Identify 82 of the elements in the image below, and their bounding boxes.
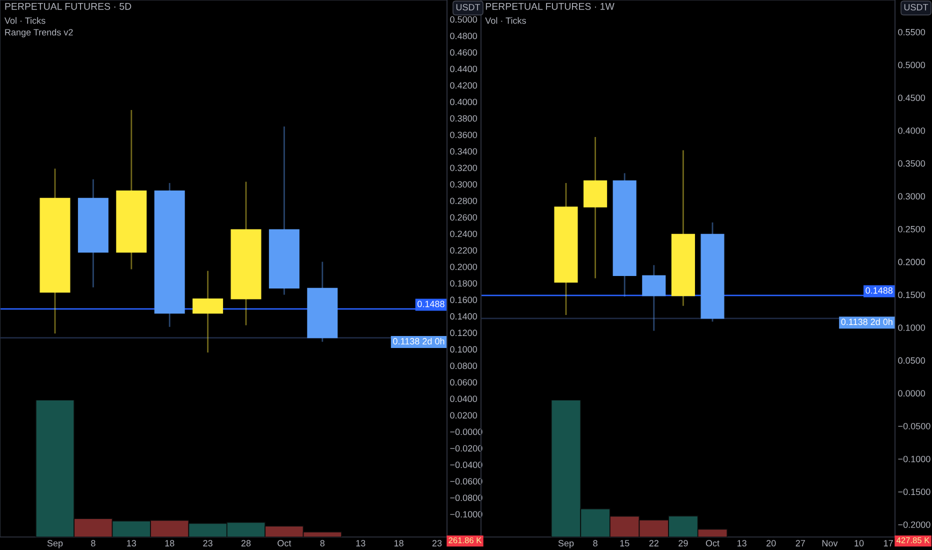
y-tick-label: 0.1800 <box>450 280 478 287</box>
ref-line-label: 0.1138 2d 0h <box>393 338 444 344</box>
x-tick-label: 29 <box>678 540 688 546</box>
y-tick-label: 0.2400 <box>450 230 478 238</box>
x-tick-label: 18 <box>394 540 404 546</box>
y-tick-label: 0.3500 <box>898 160 926 167</box>
y-tick-label: 0.4200 <box>450 82 478 89</box>
x-tick-label: 18 <box>165 540 174 546</box>
text: Vol · Ticks Range Trends v2 <box>4 17 73 38</box>
y-tick-label: 0.0600 <box>450 379 478 386</box>
y-tick-label: 0.3400 <box>450 148 478 155</box>
y-tick-label: 0.3600 <box>450 132 478 138</box>
chart-title: PERPETUAL FUTURES · 1W <box>486 2 614 10</box>
x-tick-label: 8 <box>593 540 598 546</box>
y-tick-label: 0.2000 <box>450 264 478 270</box>
y-tick-label: 0.2800 <box>450 198 478 204</box>
x-tick-label: 28 <box>241 540 251 546</box>
y-tick-label: 0.0400 <box>450 396 478 402</box>
text: 427.85 K <box>896 537 930 544</box>
ref-line-label: 0.1488 <box>866 287 893 294</box>
chart-title: PERPETUAL FUTURES · 5D <box>5 2 132 10</box>
y-tick-label: 0.0200 <box>450 412 478 419</box>
y-tick-label: 0.3000 <box>450 181 478 188</box>
y-tick-label: −0.0200 <box>450 445 482 452</box>
y-tick-label: 0.4800 <box>450 32 478 40</box>
x-tick-label: Oct <box>706 540 720 546</box>
y-tick-label: 0.0500 <box>898 357 926 364</box>
y-tick-label: 0.4000 <box>898 127 926 134</box>
y-tick-label: −0.1500 <box>898 488 930 496</box>
y-tick-label: 0.0000 <box>898 390 926 397</box>
y-tick-label: −0.0600 <box>450 478 482 485</box>
ref-line-label: 0.1138 2d 0h <box>841 318 892 326</box>
x-tick-label: Oct <box>278 540 292 546</box>
x-tick-label: Nov <box>822 540 838 546</box>
y-tick-label: 0.4500 <box>898 94 926 102</box>
y-tick-label: −0.0000 <box>450 428 482 436</box>
y-tick-label: 0.4400 <box>450 66 478 72</box>
x-tick-label: 23 <box>203 540 212 546</box>
ref-line-label: 0.1488 <box>418 300 444 308</box>
y-tick-label: 0.2600 <box>450 214 478 221</box>
y-tick-label: 0.2500 <box>898 226 926 232</box>
y-tick-label: 0.1000 <box>898 324 926 331</box>
text: USDT <box>904 4 928 10</box>
text: Vol · Ticks <box>485 17 526 24</box>
y-tick-label: 0.4000 <box>450 98 478 106</box>
y-tick-label: 0.1400 <box>450 313 478 320</box>
text: 261.86 K <box>448 537 482 544</box>
y-tick-label: −0.0400 <box>450 462 482 468</box>
x-tick-label: 27 <box>796 540 805 546</box>
y-tick-label: 0.1600 <box>450 296 478 304</box>
x-tick-label: 23 <box>432 540 442 546</box>
y-tick-label: 0.2000 <box>898 258 926 266</box>
y-tick-label: 0.1500 <box>898 292 926 298</box>
y-tick-label: 0.3200 <box>450 164 478 172</box>
y-tick-label: −0.0500 <box>898 422 930 430</box>
y-tick-label: 0.1000 <box>450 346 478 353</box>
x-tick-label: 8 <box>91 540 96 546</box>
x-tick-label: Sep <box>558 540 574 548</box>
y-tick-label: 0.4600 <box>450 49 478 56</box>
y-tick-label: 0.1200 <box>450 330 478 336</box>
x-tick-label: 13 <box>737 540 746 546</box>
x-tick-label: 20 <box>766 540 776 546</box>
x-tick-label: 8 <box>320 540 325 546</box>
y-tick-label: 0.0800 <box>450 362 478 370</box>
y-tick-label: 0.2200 <box>450 247 478 254</box>
x-tick-label: 13 <box>356 540 366 546</box>
y-tick-label: 0.3000 <box>898 193 926 200</box>
y-tick-label: −0.0800 <box>450 494 482 502</box>
x-tick-label: 13 <box>127 540 136 546</box>
x-tick-label: 10 <box>854 540 864 546</box>
text: USDT <box>456 4 480 10</box>
y-tick-label: −0.2000 <box>898 521 930 528</box>
y-tick-label: 0.3800 <box>450 115 478 122</box>
x-tick-label: 17 <box>884 540 893 546</box>
x-tick-label: 22 <box>649 540 658 546</box>
y-tick-label: 0.5000 <box>898 62 926 68</box>
y-tick-label: 0.5000 <box>450 16 478 23</box>
x-tick-label: 15 <box>620 540 630 546</box>
y-tick-label: 0.5500 <box>898 28 926 36</box>
y-tick-label: −0.1000 <box>450 511 482 518</box>
x-tick-label: Sep <box>47 540 63 548</box>
y-tick-label: −0.1000 <box>898 456 930 462</box>
